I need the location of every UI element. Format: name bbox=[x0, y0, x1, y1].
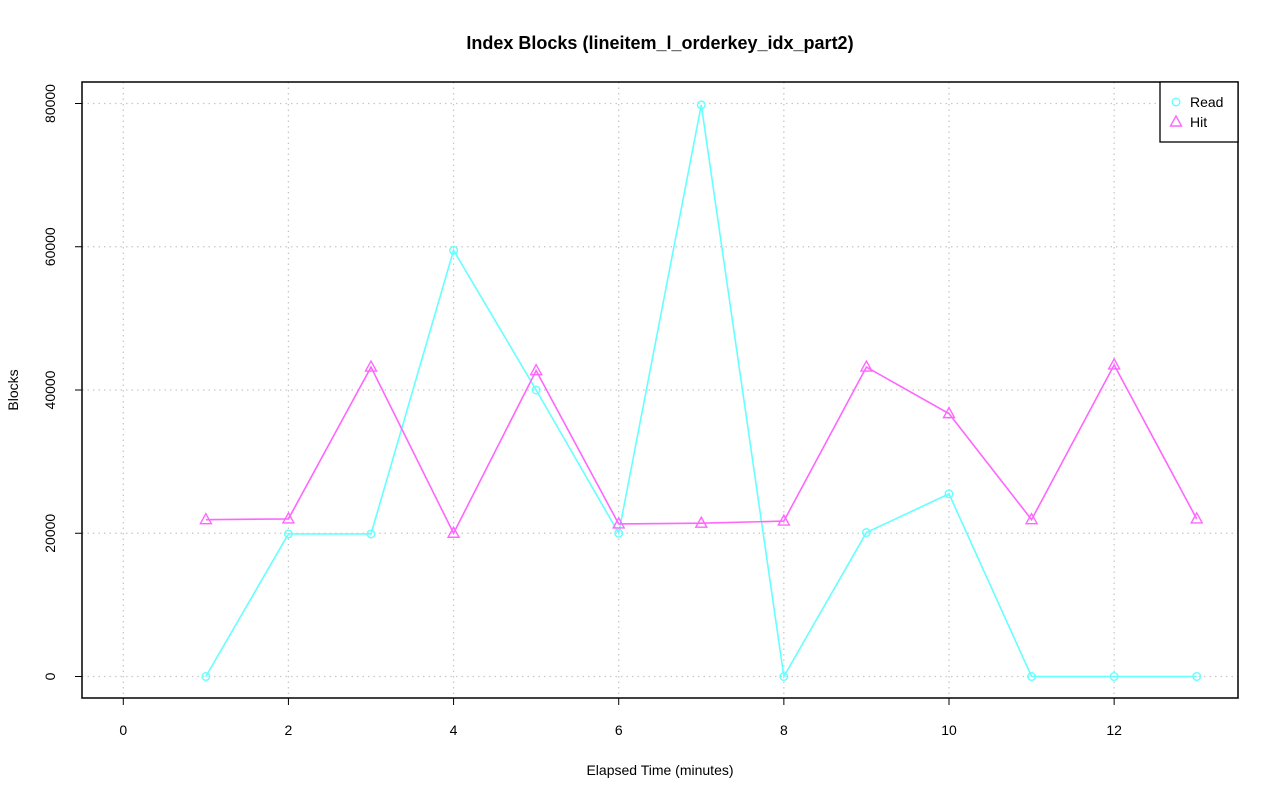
series-hit bbox=[199, 357, 1204, 538]
x-tick-label: 8 bbox=[780, 722, 788, 738]
x-tick-label: 10 bbox=[941, 722, 957, 738]
y-tick-label: 80000 bbox=[42, 84, 58, 123]
data-point-read bbox=[531, 385, 541, 395]
x-tick-label: 0 bbox=[119, 722, 127, 738]
chart-title: Index Blocks (lineitem_l_orderkey_idx_pa… bbox=[466, 33, 853, 53]
data-point-read bbox=[1109, 672, 1119, 682]
series-line-read bbox=[205, 104, 1197, 679]
data-point-hit bbox=[364, 359, 378, 372]
data-point-hit bbox=[612, 516, 626, 529]
legend-label-read: Read bbox=[1190, 94, 1223, 110]
data-point-hit bbox=[942, 406, 956, 419]
legend: Read Hit bbox=[1159, 81, 1239, 143]
x-tick-label: 2 bbox=[285, 722, 293, 738]
data-point-hit bbox=[199, 512, 213, 525]
data-point-read bbox=[283, 529, 293, 539]
data-point-hit bbox=[1107, 357, 1121, 370]
data-point-hit bbox=[859, 359, 874, 372]
y-tick-label: 60000 bbox=[42, 227, 58, 266]
data-point-read bbox=[449, 245, 459, 255]
data-point-hit bbox=[446, 525, 461, 538]
series-layer bbox=[199, 100, 1204, 682]
x-axis-label: Elapsed Time (minutes) bbox=[586, 762, 733, 778]
data-point-hit bbox=[694, 515, 708, 528]
data-point-hit bbox=[1024, 512, 1039, 525]
y-tick-label: 0 bbox=[42, 672, 58, 680]
data-point-hit bbox=[1190, 511, 1204, 524]
grid bbox=[82, 82, 1238, 698]
data-point-read bbox=[366, 529, 376, 539]
data-point-read bbox=[779, 672, 789, 682]
series-line-hit bbox=[205, 363, 1198, 536]
x-tick-label: 6 bbox=[615, 722, 623, 738]
x-tick-label: 12 bbox=[1106, 722, 1122, 738]
data-point-read bbox=[944, 489, 954, 499]
series-read bbox=[201, 100, 1202, 682]
data-point-read bbox=[861, 528, 871, 538]
data-point-hit bbox=[777, 513, 791, 526]
legend-box bbox=[1159, 81, 1239, 143]
legend-label-hit: Hit bbox=[1190, 114, 1207, 130]
y-axis-label: Blocks bbox=[5, 369, 21, 410]
data-point-read bbox=[1192, 672, 1202, 682]
y-tick-label: 40000 bbox=[42, 370, 58, 409]
data-point-read bbox=[696, 100, 706, 110]
data-point-read bbox=[614, 528, 624, 538]
y-axis: 0 20000 40000 60000 80000 bbox=[42, 84, 82, 680]
data-point-hit bbox=[529, 363, 543, 376]
data-point-read bbox=[201, 672, 211, 682]
data-point-hit bbox=[281, 511, 296, 524]
x-axis: 0 2 4 6 8 10 12 bbox=[119, 698, 1122, 738]
legend-marker-read bbox=[1171, 97, 1181, 107]
data-point-read bbox=[1027, 672, 1037, 682]
y-tick-label: 20000 bbox=[42, 514, 58, 553]
legend-marker-hit bbox=[1169, 114, 1183, 127]
x-tick-label: 4 bbox=[450, 722, 458, 738]
